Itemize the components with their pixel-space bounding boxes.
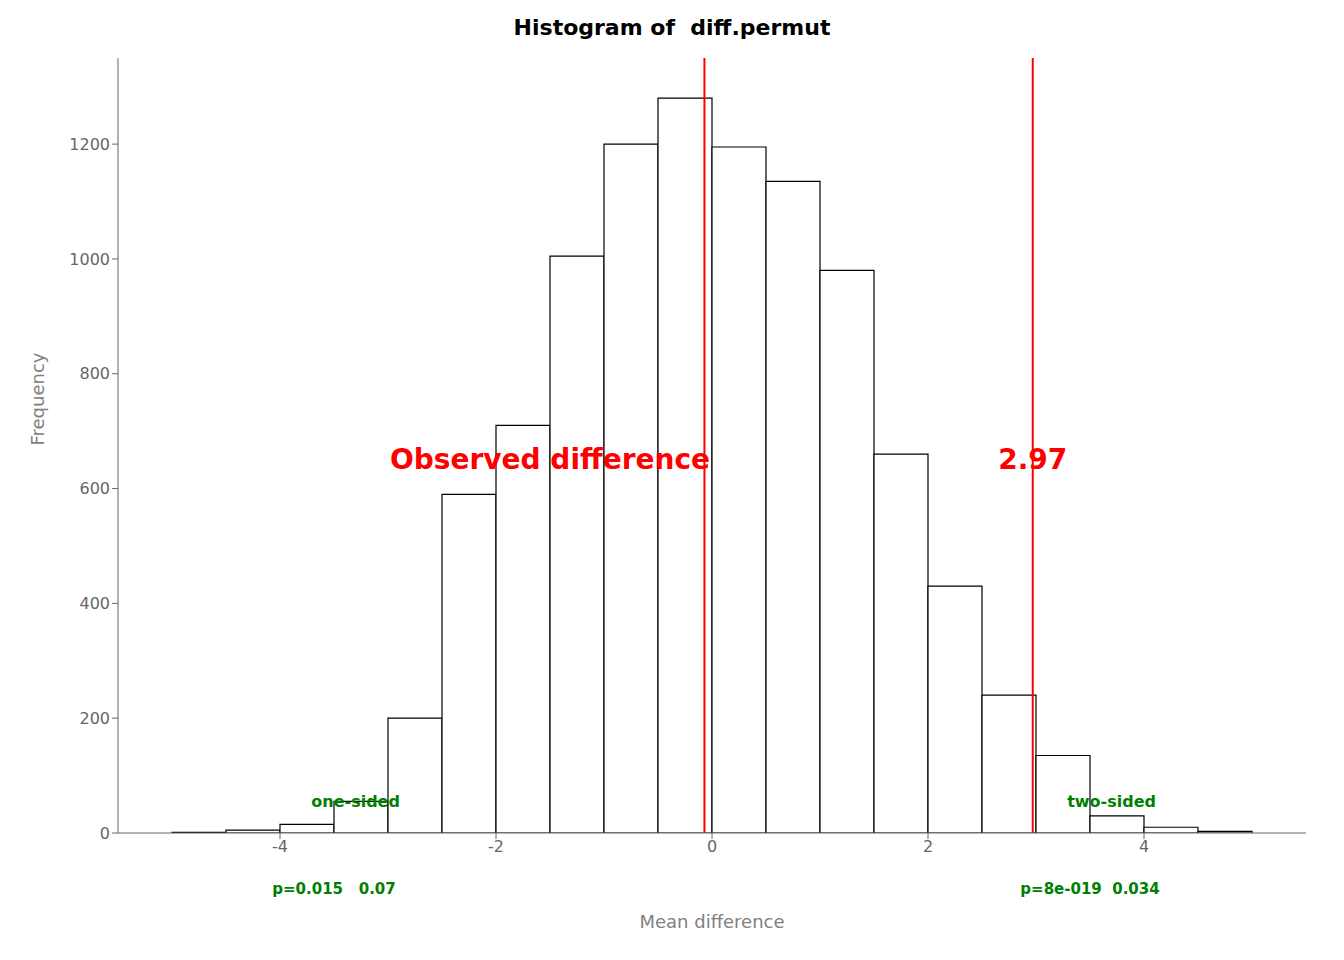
svg-text:2: 2 bbox=[923, 837, 933, 856]
svg-text:p=0.015 0.07: p=0.015 0.07 bbox=[272, 880, 395, 898]
html-text:Histogram of diff.permut: Histogram of diff.permut bbox=[513, 15, 831, 40]
svg-text:800: 800 bbox=[79, 364, 110, 383]
svg-text:1000: 1000 bbox=[69, 250, 110, 269]
svg-text:Mean difference: Mean difference bbox=[639, 911, 784, 932]
svg-text:-2: -2 bbox=[488, 837, 504, 856]
svg-text:Observed difference: Observed difference bbox=[390, 443, 710, 476]
svg-text:200: 200 bbox=[79, 709, 110, 728]
svg-text:400: 400 bbox=[79, 594, 110, 613]
svg-text:2.97: 2.97 bbox=[998, 443, 1067, 476]
svg-text:0: 0 bbox=[100, 824, 110, 843]
svg-text:one-sided: one-sided bbox=[311, 792, 400, 811]
svg-text:-4: -4 bbox=[272, 837, 288, 856]
svg-text:0: 0 bbox=[707, 837, 717, 856]
svg-text:1200: 1200 bbox=[69, 135, 110, 154]
svg-text:p=8e-019 0.034: p=8e-019 0.034 bbox=[1020, 880, 1159, 898]
svg-text:two-sided: two-sided bbox=[1067, 792, 1156, 811]
svg-text:4: 4 bbox=[1139, 837, 1149, 856]
svg-text:Frequency: Frequency bbox=[27, 352, 48, 445]
svg-text:600: 600 bbox=[79, 479, 110, 498]
